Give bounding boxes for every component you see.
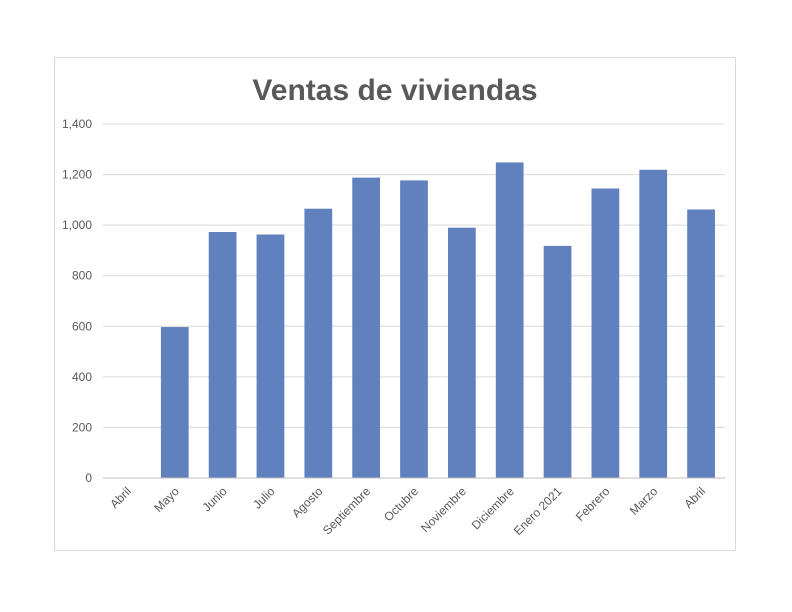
bar [208, 231, 237, 478]
x-tick-label: Mayo [151, 484, 182, 515]
bar [591, 188, 620, 478]
bar [352, 177, 381, 478]
bar [543, 245, 572, 478]
x-tick-label: Marzo [627, 484, 661, 518]
x-tick-label: Enero 2021 [511, 484, 565, 538]
y-tick-label: 1,000 [62, 218, 92, 232]
bar [447, 227, 476, 478]
x-tick-label: Febrero [573, 484, 613, 524]
x-tick-label: Octubre [381, 484, 421, 524]
chart-title: Ventas de viviendas [252, 74, 537, 107]
x-tick-label: Julio [250, 484, 278, 512]
bar [256, 234, 285, 478]
y-tick-label: 400 [72, 370, 92, 384]
bar [495, 162, 524, 479]
bar [160, 327, 189, 478]
y-tick-label: 1,200 [62, 168, 92, 182]
x-tick-label: Agosto [289, 484, 326, 521]
x-tick-label: Diciembre [469, 484, 517, 532]
y-axis-tick-labels: 0 200 400 600 800 1,000 1,200 1,400 [62, 117, 92, 485]
y-tick-label: 600 [72, 319, 92, 333]
x-tick-label: Noviembre [418, 484, 469, 535]
x-tick-label: Junio [200, 484, 230, 514]
x-tick-label: Septiembre [320, 484, 374, 538]
x-tick-label: Abril [681, 484, 708, 511]
x-tick-label: Abril [107, 484, 134, 511]
bars [160, 162, 715, 479]
y-tick-label: 1,400 [62, 117, 92, 131]
y-tick-label: 800 [72, 269, 92, 283]
bar [639, 169, 668, 478]
y-tick-label: 200 [72, 420, 92, 434]
bar [687, 209, 715, 479]
bar [304, 208, 333, 478]
y-tick-label: 0 [85, 471, 92, 485]
bar [400, 180, 428, 478]
